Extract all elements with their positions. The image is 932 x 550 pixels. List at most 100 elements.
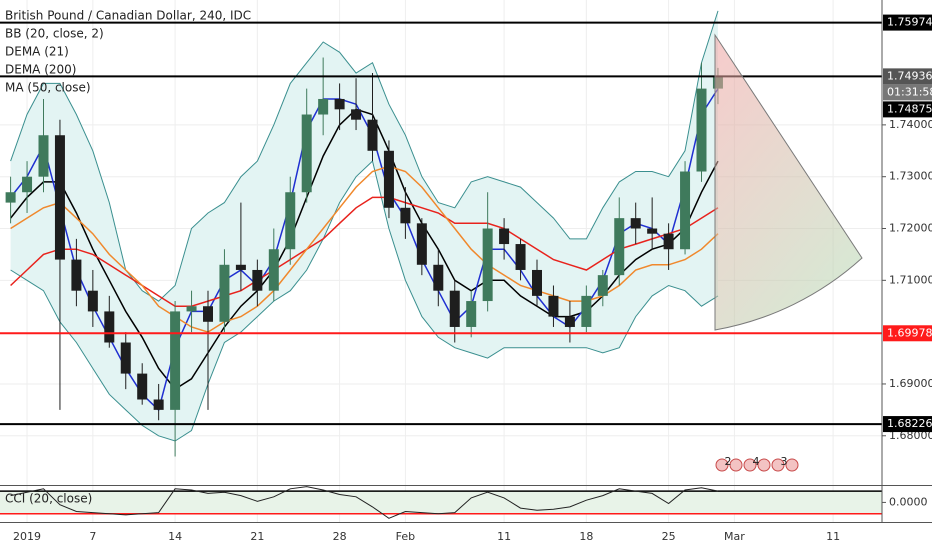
indicator-line bbox=[10, 196, 719, 307]
price-label-box bbox=[883, 325, 932, 342]
candle-body bbox=[367, 119, 378, 151]
price-label-box bbox=[883, 416, 932, 433]
bb-lower bbox=[10, 160, 719, 442]
candle-body bbox=[564, 316, 575, 327]
legend-item: DEMA (21) bbox=[5, 45, 69, 59]
x-tick-label: 11 bbox=[497, 530, 511, 543]
candle-body bbox=[170, 311, 181, 410]
candle-body bbox=[433, 264, 444, 291]
candle-body bbox=[482, 228, 493, 302]
x-tick-label: 11 bbox=[826, 530, 840, 543]
candle-body bbox=[614, 218, 625, 276]
cci-pane bbox=[0, 486, 882, 519]
candle-body bbox=[597, 275, 608, 296]
candle-body bbox=[71, 259, 82, 291]
candle-body bbox=[515, 244, 526, 270]
x-tick-label: 28 bbox=[333, 530, 347, 543]
event-flag[interactable]: 4 bbox=[743, 455, 771, 472]
candle-body bbox=[548, 295, 559, 317]
price-label: 1.75974 bbox=[887, 16, 932, 29]
candle-body bbox=[186, 306, 197, 312]
countdown: 01:31:58 bbox=[887, 85, 932, 98]
event-icon bbox=[715, 458, 729, 472]
candle-body bbox=[235, 264, 246, 270]
fan-drawing[interactable] bbox=[714, 33, 863, 331]
event-count: 3 bbox=[781, 455, 788, 468]
candle-body bbox=[449, 290, 460, 327]
candle-body bbox=[499, 228, 510, 245]
y-tick-label: 1.69000 bbox=[889, 377, 932, 390]
candle-body bbox=[696, 88, 707, 172]
chart-title: British Pound / Canadian Dollar, 240, ID… bbox=[5, 9, 251, 23]
x-tick-label: 25 bbox=[662, 530, 676, 543]
candle-body bbox=[663, 233, 674, 250]
candle-body bbox=[5, 192, 16, 203]
candle-body bbox=[351, 109, 362, 120]
plot-area bbox=[0, 10, 882, 457]
event-icon bbox=[757, 458, 771, 472]
candle-body bbox=[153, 399, 164, 410]
candle-body bbox=[104, 311, 115, 343]
candle-body bbox=[647, 228, 658, 234]
legend-item: BB (20, close, 2) bbox=[5, 27, 104, 41]
y-tick-label: 1.71000 bbox=[889, 273, 932, 286]
candle-body bbox=[137, 373, 148, 400]
candle-body bbox=[532, 269, 542, 296]
candle-body bbox=[87, 290, 98, 312]
axes bbox=[0, 0, 932, 523]
events: 2 4 3 bbox=[715, 455, 799, 472]
candle-body bbox=[203, 306, 213, 322]
cci-line bbox=[10, 486, 719, 519]
candle-body bbox=[416, 223, 427, 265]
candle-body bbox=[219, 264, 230, 322]
candle-body bbox=[301, 114, 312, 193]
price-label: 1.69978 bbox=[887, 326, 932, 339]
cci-band bbox=[0, 491, 882, 514]
price-label-box bbox=[883, 68, 932, 85]
x-tick-label: 21 bbox=[250, 530, 264, 543]
candle-body bbox=[38, 135, 49, 177]
candle-body bbox=[383, 150, 394, 208]
countdown-box bbox=[883, 84, 932, 101]
event-icon bbox=[743, 458, 757, 472]
cci-title: CCI (20, close) bbox=[5, 492, 92, 506]
y-tick-label: 1.74000 bbox=[889, 118, 932, 131]
y-tick-label: 1.72000 bbox=[889, 222, 932, 235]
marker-label: 1.74875 bbox=[887, 102, 932, 115]
candle-body bbox=[318, 98, 329, 115]
event-flag[interactable]: 2 bbox=[715, 455, 743, 472]
x-tick-label: 7 bbox=[89, 530, 96, 543]
event-count: 2 bbox=[725, 455, 732, 468]
x-tick-label: 2019 bbox=[13, 530, 41, 543]
candle-body bbox=[680, 171, 691, 250]
legend-item: MA (50, close) bbox=[5, 81, 91, 95]
legend-item: DEMA (200) bbox=[5, 63, 76, 77]
indicator-line bbox=[10, 165, 719, 333]
bb-basis bbox=[10, 108, 719, 391]
marker-box bbox=[883, 101, 932, 118]
price-label: 1.68226 bbox=[887, 417, 932, 430]
candle-body bbox=[252, 269, 263, 291]
candle-body bbox=[22, 176, 33, 193]
event-icon bbox=[785, 458, 799, 472]
candle-body bbox=[581, 295, 592, 327]
event-count: 4 bbox=[753, 455, 760, 468]
candle-body bbox=[630, 218, 641, 229]
x-tick-label: Mar bbox=[724, 530, 745, 543]
candle-body bbox=[400, 207, 411, 224]
x-tick-label: Feb bbox=[396, 530, 415, 543]
price-label-box bbox=[883, 14, 932, 31]
candle-body bbox=[54, 135, 65, 260]
candle-body bbox=[285, 192, 296, 250]
x-tick-label: 18 bbox=[579, 530, 593, 543]
x-tick-label: 14 bbox=[168, 530, 182, 543]
cci-tick-label: 0.0000 bbox=[889, 495, 928, 508]
price-label: 1.74936 bbox=[887, 69, 932, 82]
event-icon bbox=[771, 458, 785, 472]
candle-body bbox=[334, 98, 345, 110]
event-flag[interactable]: 3 bbox=[771, 455, 799, 472]
labels: 1.680001.690001.710001.720001.730001.740… bbox=[5, 14, 932, 543]
candle-body bbox=[268, 249, 279, 291]
y-tick-label: 1.73000 bbox=[889, 170, 932, 183]
